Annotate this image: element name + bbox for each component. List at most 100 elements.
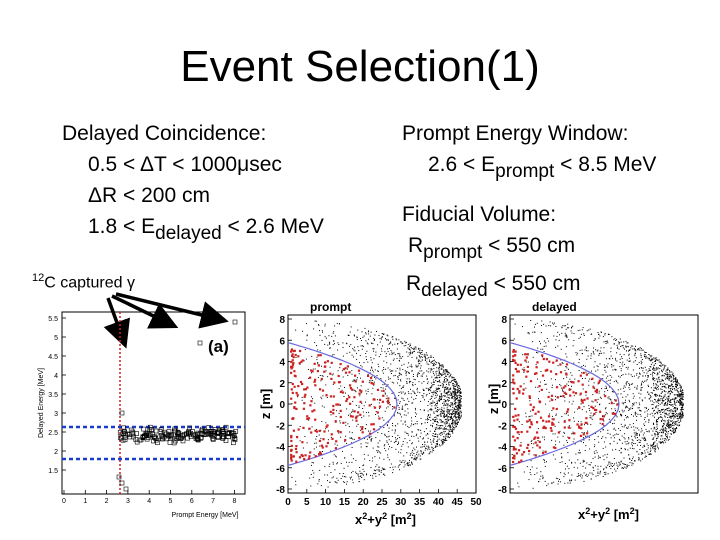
vertex-point — [321, 330, 323, 332]
vertex-point — [663, 397, 665, 399]
vertex-point — [431, 443, 433, 445]
vertex-point — [677, 387, 679, 389]
vertex-point — [411, 451, 413, 453]
selected-event-point — [370, 382, 373, 385]
vertex-point — [411, 366, 412, 368]
vertex-point — [676, 427, 677, 428]
vertex-point — [442, 443, 444, 445]
vertex-point — [451, 423, 452, 424]
vertex-point — [339, 420, 341, 422]
vertex-point — [440, 434, 442, 436]
vertex-point — [677, 380, 678, 382]
vertex-point — [631, 462, 633, 464]
selected-event-point — [601, 418, 604, 421]
vertex-point — [406, 442, 408, 444]
vertex-point — [674, 411, 676, 413]
vertex-point — [360, 345, 362, 347]
vertex-point — [573, 466, 575, 468]
vertex-point — [622, 462, 624, 464]
selected-event-point — [551, 398, 554, 402]
vertex-point — [416, 421, 418, 422]
vertex-point — [635, 437, 637, 439]
vertex-point — [648, 408, 649, 410]
vertex-point — [633, 443, 635, 445]
vertex-point — [674, 414, 676, 416]
vertex-point — [445, 381, 447, 383]
selected-event-point — [337, 430, 340, 433]
vertex-point — [391, 370, 393, 372]
vertex-point — [529, 469, 531, 471]
vertex-point — [645, 455, 647, 457]
selected-event-point — [349, 387, 352, 390]
vertex-point — [436, 436, 438, 438]
selected-event-point — [323, 430, 326, 433]
vertex-point — [452, 413, 454, 415]
vertex-point — [674, 389, 676, 391]
vertex-point — [581, 329, 583, 331]
vertex-point — [447, 403, 449, 405]
vertex-point — [409, 460, 410, 462]
vertex-point — [371, 367, 373, 369]
vertex-point — [664, 386, 666, 388]
vertex-point — [623, 402, 625, 404]
vertex-point — [429, 451, 431, 453]
vertex-point — [447, 425, 449, 427]
vertex-point — [648, 354, 650, 355]
vertex-point — [681, 417, 683, 419]
vertex-point — [435, 436, 436, 437]
selected-event-point — [290, 455, 293, 459]
vertex-point — [661, 441, 663, 443]
selected-event-point — [555, 373, 558, 376]
vertex-point — [667, 369, 669, 371]
vertex-point — [412, 449, 414, 451]
vertex-point — [656, 367, 658, 369]
vertex-point — [459, 402, 461, 404]
vertex-point — [587, 355, 589, 357]
delayed-energy-cut: 1.8 < Edelayed < 2.6 MeV — [62, 211, 324, 249]
vertex-point — [543, 459, 545, 461]
vertex-point — [645, 357, 647, 359]
vertex-point — [404, 438, 406, 440]
vertex-point — [571, 403, 573, 405]
selected-event-point — [373, 406, 377, 409]
vertex-point — [454, 392, 456, 394]
selected-event-point — [339, 363, 342, 366]
selected-event-point — [528, 395, 531, 398]
vertex-point — [360, 338, 361, 339]
vertex-point — [675, 382, 677, 384]
plot-a-point — [203, 429, 208, 434]
vertex-point — [427, 371, 429, 373]
vertex-point — [421, 395, 423, 396]
vertex-point — [669, 420, 671, 422]
vertex-point — [331, 354, 333, 356]
vertex-point — [450, 427, 452, 429]
vertex-point — [618, 428, 620, 430]
selected-event-point — [369, 432, 372, 435]
vertex-point — [590, 462, 592, 464]
vertex-point — [642, 381, 644, 383]
vertex-point — [302, 330, 304, 332]
vertex-point — [671, 390, 673, 392]
plot-a-point — [186, 430, 191, 436]
vertex-point — [340, 462, 342, 464]
vertex-point — [633, 347, 635, 349]
vertex-point — [660, 442, 662, 444]
vertex-point — [625, 417, 627, 419]
vertex-point — [594, 439, 596, 441]
vertex-point — [332, 383, 334, 385]
vertex-point — [665, 412, 667, 414]
vertex-point — [392, 338, 394, 340]
vertex-point — [639, 414, 641, 415]
selected-event-point — [345, 399, 348, 403]
vertex-point — [326, 397, 328, 398]
vertex-point — [431, 446, 433, 448]
vertex-point — [436, 394, 438, 396]
vertex-point — [679, 390, 681, 392]
vertex-point — [605, 343, 607, 344]
vertex-point — [351, 373, 353, 375]
vertex-point — [421, 422, 423, 424]
vertex-point — [331, 374, 333, 376]
vertex-point — [438, 400, 440, 401]
vertex-point — [339, 367, 341, 369]
vertex-point — [410, 393, 412, 395]
